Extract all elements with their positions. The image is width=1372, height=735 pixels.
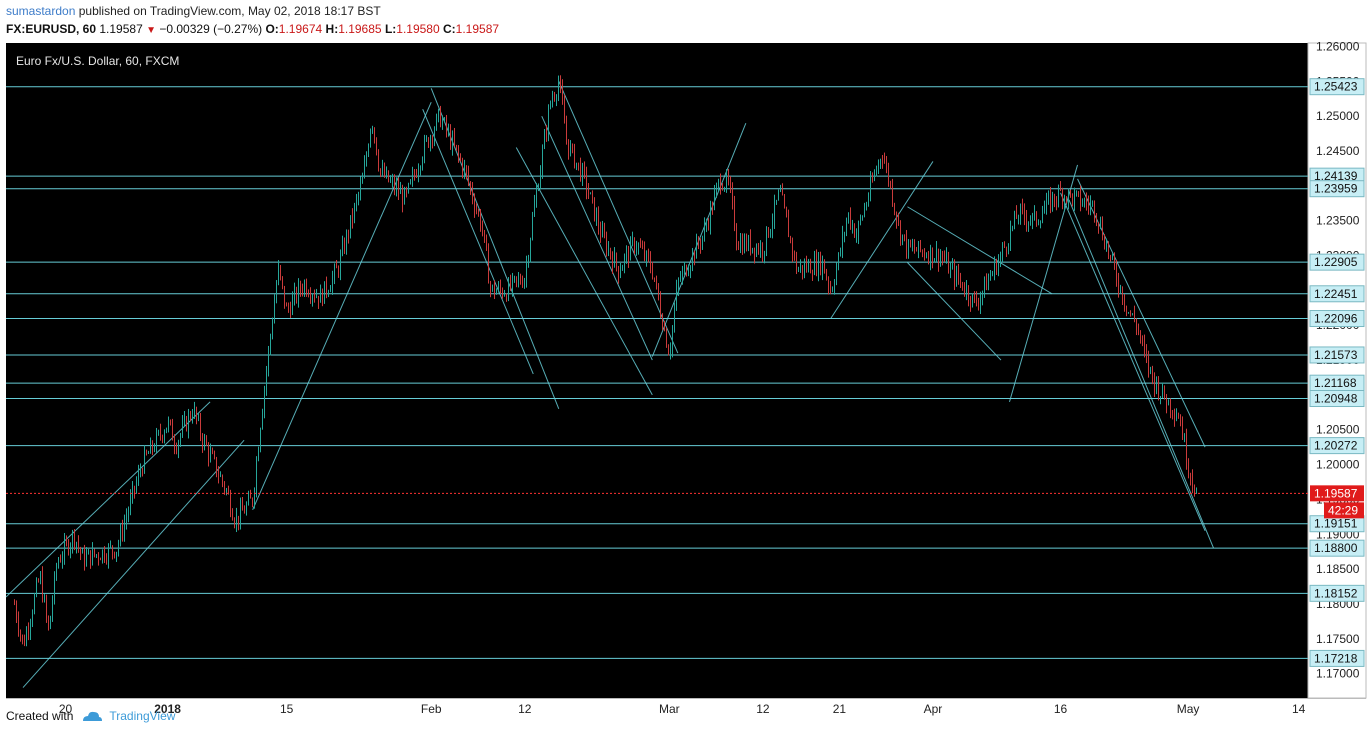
level-label-bg	[1309, 649, 1365, 667]
trend-line	[907, 262, 1002, 361]
level-label: 1.18800	[1314, 541, 1358, 555]
last-price: 1.19587	[99, 22, 143, 36]
level-label: 1.20272	[1314, 439, 1358, 453]
level-label: 1.18152	[1314, 586, 1358, 600]
trend-line	[252, 102, 432, 511]
symbol-info: FX:EURUSD, 60 1.19587 ▼ −0.00329 (−0.27%…	[6, 22, 499, 36]
level-label: 1.22905	[1314, 255, 1358, 269]
chart-title: Euro Fx/U.S. Dollar, 60, FXCM	[16, 54, 179, 68]
trend-line	[422, 109, 534, 375]
plot-area	[6, 43, 1308, 698]
level-label-bg	[1309, 346, 1365, 364]
x-tick-label: 20	[59, 702, 73, 716]
tradingview-cloud-icon	[83, 711, 103, 721]
high-label: H:	[325, 22, 339, 36]
level-label: 1.20948	[1314, 392, 1358, 406]
level-label: 1.24139	[1314, 169, 1358, 183]
x-tick-label: 14	[1292, 702, 1306, 716]
y-tick-label: 1.23500	[1316, 214, 1360, 228]
trend-line	[5, 401, 211, 598]
high-value: 1.19685	[338, 22, 382, 36]
x-tick-label: 12	[756, 702, 770, 716]
x-tick-label: 12	[518, 702, 532, 716]
down-triangle-icon: ▼	[146, 25, 157, 36]
x-tick-label: 15	[280, 702, 294, 716]
level-label: 1.22451	[1314, 287, 1358, 301]
x-tick-label: Feb	[421, 702, 442, 716]
close-value: 1.19587	[455, 22, 500, 36]
x-tick-label: Apr	[924, 702, 943, 716]
published-text: published on TradingView.com, May 02, 20…	[78, 4, 381, 18]
open-value: 1.19674	[278, 22, 323, 36]
trend-line	[1060, 192, 1206, 531]
x-tick-label: 21	[833, 702, 847, 716]
y-tick-label: 1.18500	[1316, 562, 1360, 576]
trend-line	[651, 122, 747, 357]
trend-line	[541, 115, 653, 361]
trend-line	[907, 206, 1053, 295]
level-label-bg	[1309, 253, 1365, 271]
publish-info: sumastardon published on TradingView.com…	[6, 4, 381, 18]
y-tick-label: 1.20000	[1316, 458, 1360, 472]
level-label-bg	[1309, 437, 1365, 455]
trend-line	[1009, 164, 1079, 402]
x-tick-label: 16	[1054, 702, 1068, 716]
level-label: 1.22096	[1314, 312, 1358, 326]
x-tick-label: Mar	[659, 702, 680, 716]
y-tick-label: 1.25000	[1316, 109, 1360, 123]
open-label: O:	[265, 22, 279, 36]
level-label: 1.23959	[1314, 182, 1358, 196]
trend-line	[558, 81, 679, 354]
footer: Created with TradingView	[6, 709, 175, 723]
level-label: 1.21168	[1314, 376, 1357, 390]
y-tick-label: 1.20500	[1316, 423, 1360, 437]
level-label-bg	[1309, 390, 1365, 408]
trend-line	[1068, 199, 1215, 549]
level-label: 1.25423	[1314, 80, 1358, 94]
countdown-bg	[1324, 502, 1364, 519]
y-tick-label: 1.24500	[1316, 144, 1360, 158]
trend-line	[22, 439, 245, 688]
current-price-label: 1.19587	[1314, 486, 1358, 500]
y-tick-label: 1.17500	[1316, 632, 1360, 646]
author-link[interactable]: sumastardon	[6, 4, 76, 18]
low-label: L:	[384, 22, 397, 36]
level-label: 1.21573	[1314, 348, 1358, 362]
y-tick-label: 1.17000	[1316, 667, 1360, 681]
low-value: 1.19580	[396, 22, 440, 36]
symbol: FX:EURUSD, 60	[6, 22, 97, 36]
level-label-bg	[1309, 78, 1365, 96]
level-label-bg	[1309, 539, 1365, 557]
level-label-bg	[1309, 285, 1365, 303]
countdown-label: 42:29	[1328, 503, 1358, 517]
tradingview-link[interactable]: TradingView	[109, 709, 176, 723]
level-label-bg	[1309, 310, 1365, 328]
level-label-bg	[1309, 180, 1365, 198]
level-label: 1.17218	[1314, 651, 1358, 665]
trend-line	[830, 161, 934, 319]
level-label: 1.19151	[1314, 517, 1358, 531]
created-with-text: Created with	[6, 709, 74, 723]
level-label-bg	[1309, 584, 1365, 602]
close-label: C:	[443, 22, 456, 36]
x-tick-label: 2018	[154, 702, 181, 716]
price-change: −0.00329 (−0.27%)	[159, 22, 263, 36]
x-tick-label: May	[1177, 702, 1200, 716]
current-price-bg	[1310, 485, 1364, 502]
y-tick-label: 1.26000	[1316, 39, 1360, 53]
